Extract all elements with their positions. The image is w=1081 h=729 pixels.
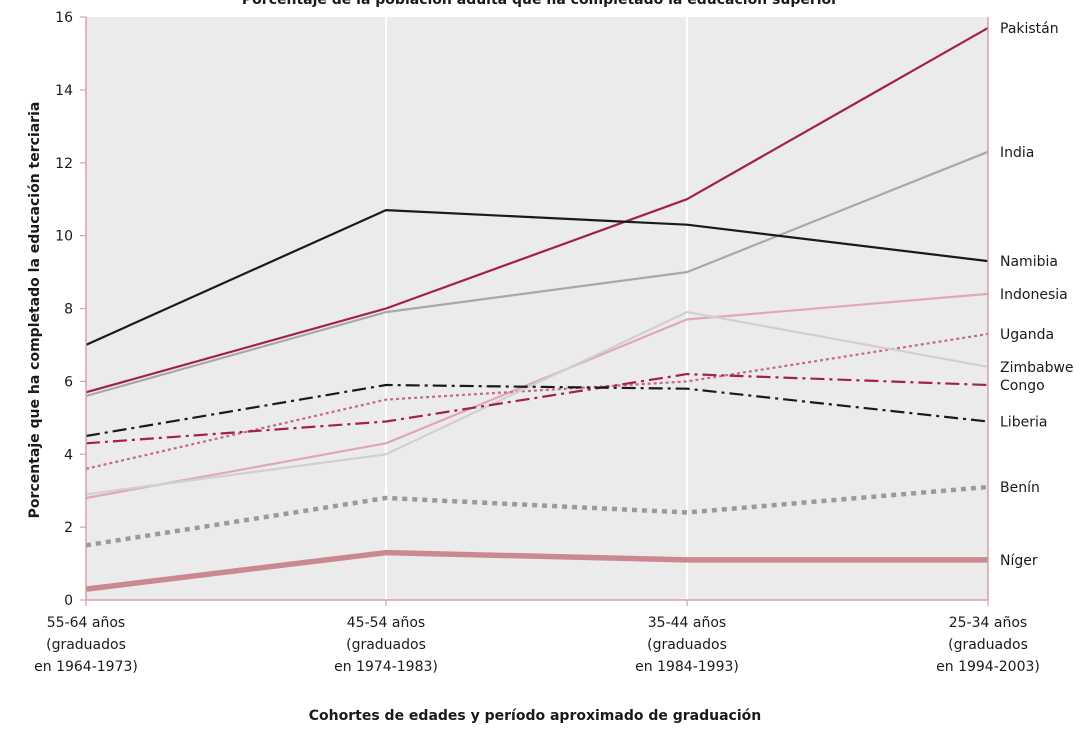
series-label-zimbabwe: Zimbabwe [1000,360,1074,376]
x-tick-label-line: 35-44 años [648,615,726,631]
x-tick-label-line: (graduados [647,637,727,653]
series-line-india [85,150,989,398]
series-label-benin: Benín [1000,480,1040,496]
y-tick-label: 2 [64,520,73,536]
x-tick-label: 35-44 años (graduados en 1984-1993) [635,615,739,675]
x-tick-label-line: en 1964-1973) [34,659,138,675]
x-axis-title: Cohortes de edades y período aproximado … [309,708,761,724]
series-label-namibia: Namibia [1000,254,1058,270]
x-tick-label-line: (graduados [346,637,426,653]
series-line-niger [85,549,988,592]
y-tick-label: 14 [55,83,73,99]
x-tick-label-line: en 1984-1993) [635,659,739,675]
y-tick-label: 12 [55,156,73,172]
x-tick-label-line: 45-54 años [347,615,425,631]
x-tick-label-line: 55-64 años [47,615,125,631]
y-tick-label: 4 [64,447,73,463]
x-tick-label: 45-54 años (graduados en 1974-1983) [334,615,438,675]
series-label-niger: Níger [1000,553,1038,569]
series-label-congo: Congo [1000,378,1045,394]
x-tick-label-line: 25-34 años [949,615,1027,631]
x-tick-label: 55-64 años (graduados en 1964-1973) [34,615,138,675]
x-tick-label-line: (graduados [948,637,1028,653]
series-label-uganda: Uganda [1000,327,1054,343]
series-line-indonesia [85,292,989,500]
series-line-zimbabwe [85,311,989,496]
series-label-pakistan: Pakistán [1000,21,1059,37]
y-axis-title: Porcentaje que ha completado la educació… [27,102,43,519]
series-line-pakistan [85,26,989,394]
x-tick-label: 25-34 años (graduados en 1994-2003) [936,615,1040,675]
series-line-congo [85,373,989,445]
series-line-namibia [85,209,989,346]
series-line-liberia [85,383,989,438]
series-label-india: India [1000,145,1034,161]
chart-title: Porcentaje de la población adulta que ha… [242,0,838,8]
x-tick-label-line: en 1974-1983) [334,659,438,675]
series-label-indonesia: Indonesia [1000,287,1068,303]
series-line-uganda [85,332,989,470]
series-line-benin [85,484,989,548]
y-tick-label: 0 [64,593,73,609]
y-tick-label: 16 [55,10,73,26]
y-tick-label: 8 [64,302,73,318]
y-tick-label: 10 [55,229,73,245]
series-label-liberia: Liberia [1000,414,1047,430]
y-tick-label: 6 [64,374,73,390]
x-tick-label-line: (graduados [46,637,126,653]
x-tick-label-line: en 1994-2003) [936,659,1040,675]
